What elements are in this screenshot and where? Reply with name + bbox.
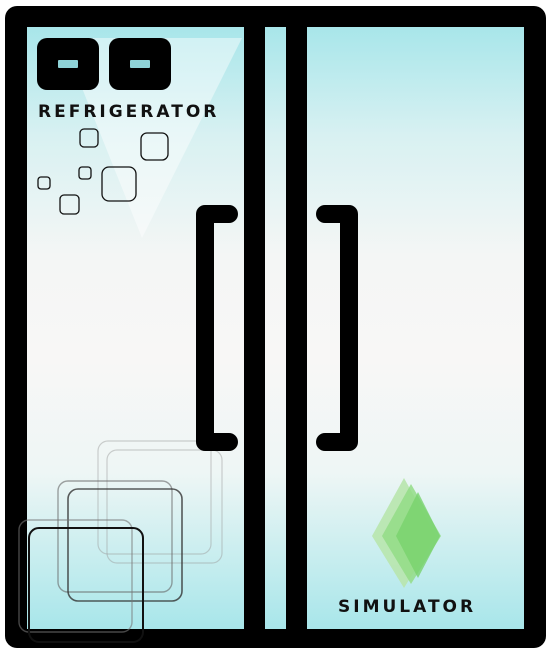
display-indicator xyxy=(130,60,150,68)
ice-cube xyxy=(59,194,80,215)
ice-cube xyxy=(78,166,92,180)
control-display-left[interactable] xyxy=(37,38,99,90)
decor-square xyxy=(57,480,173,593)
right-door-handle[interactable] xyxy=(316,205,358,451)
decor-square xyxy=(18,519,133,633)
ice-cubes-icon xyxy=(37,128,169,215)
decor-square xyxy=(97,440,212,555)
ice-cube xyxy=(101,166,137,202)
brand-title-simulator: SIMULATOR xyxy=(338,597,477,617)
decor-square xyxy=(67,488,183,602)
ice-cube xyxy=(79,128,99,148)
control-display-right[interactable] xyxy=(109,38,171,90)
brand-title-refrigerator: REFRIGERATOR xyxy=(38,102,220,122)
left-door-handle[interactable] xyxy=(196,205,238,451)
display-indicator xyxy=(58,60,78,68)
ice-cube xyxy=(37,176,51,190)
green-diamond-logo-icon xyxy=(372,478,441,588)
decorative-squares xyxy=(18,440,223,643)
ice-cube xyxy=(140,132,169,161)
decor-square xyxy=(28,527,144,643)
glass-reflection-triangle xyxy=(62,38,242,238)
center-divider-glass xyxy=(265,27,286,629)
decor-square xyxy=(106,449,223,564)
